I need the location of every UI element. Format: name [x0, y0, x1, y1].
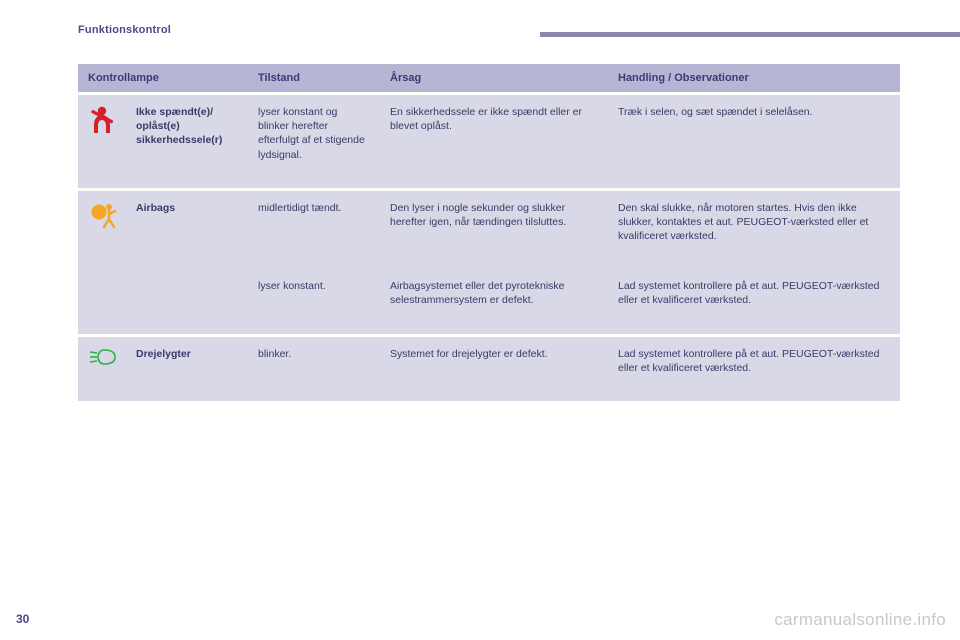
row-state: midlertidigt tændt.	[248, 191, 380, 270]
th-cause: Årsag	[380, 64, 608, 92]
row-action: Den skal slukke, når motoren startes. Hv…	[608, 191, 900, 270]
row-cause: Airbagsystemet eller det pyrotekniske se…	[380, 269, 608, 333]
seatbelt-icon-cell	[78, 95, 126, 188]
table-header-row: Kontrollampe Tilstand Årsag Handling / O…	[78, 64, 900, 92]
th-lamp: Kontrollampe	[78, 64, 248, 92]
row-name: Drejelygter	[126, 337, 248, 401]
row-action: Lad systemet kontrollere på et aut. PEUG…	[608, 269, 900, 333]
row-state: blinker.	[248, 337, 380, 401]
row-name: Ikke spændt(e)/ oplåst(e) sikkerhedssele…	[126, 95, 248, 188]
row-cause: En sikkerhedssele er ikke spændt eller e…	[380, 95, 608, 188]
page-number: 30	[16, 612, 29, 626]
th-state: Tilstand	[248, 64, 380, 92]
seatbelt-icon	[88, 105, 116, 139]
watermark: carmanualsonline.info	[774, 610, 946, 630]
headlight-icon-cell	[78, 337, 126, 401]
headlight-icon	[88, 347, 118, 371]
manual-page: Funktionskontrol Kontrollampe Tilstand Å…	[0, 0, 960, 640]
table-row: Ikke spændt(e)/ oplåst(e) sikkerhedssele…	[78, 95, 900, 188]
row-state: lyser konstant og blinker herefter efter…	[248, 95, 380, 188]
row-name: Airbags	[126, 191, 248, 334]
table-row: Airbags midlertidigt tændt. Den lyser i …	[78, 191, 900, 270]
row-cause: Den lyser i nogle sekunder og slukker he…	[380, 191, 608, 270]
row-state: lyser konstant.	[248, 269, 380, 333]
row-action: Lad systemet kontrollere på et aut. PEUG…	[608, 337, 900, 401]
warning-lamp-table: Kontrollampe Tilstand Årsag Handling / O…	[78, 64, 900, 401]
header-rule	[540, 32, 960, 37]
table-row: Drejelygter blinker. Systemet for drejel…	[78, 337, 900, 401]
airbag-icon-cell	[78, 191, 126, 334]
airbag-icon	[88, 201, 118, 235]
row-cause: Systemet for drejelygter er defekt.	[380, 337, 608, 401]
th-action: Handling / Observationer	[608, 64, 900, 92]
row-action: Træk i selen, og sæt spændet i selelåsen…	[608, 95, 900, 188]
page-header: Funktionskontrol	[78, 24, 900, 42]
